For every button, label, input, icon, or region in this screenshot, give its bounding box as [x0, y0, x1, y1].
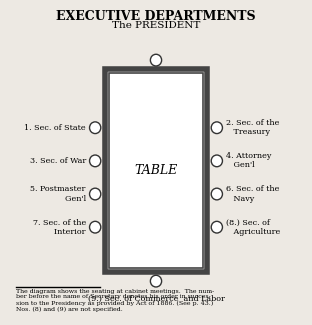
- Text: The diagram shows the seating at cabinet meetings.  The num-
ber before the name: The diagram shows the seating at cabinet…: [16, 289, 214, 312]
- Text: The PRESIDENT: The PRESIDENT: [112, 21, 200, 30]
- Circle shape: [211, 122, 222, 134]
- Text: 7. Sec. of the
    Interior: 7. Sec. of the Interior: [32, 219, 86, 236]
- Circle shape: [90, 155, 101, 167]
- Circle shape: [90, 221, 101, 233]
- Text: 5. Postmaster
    Gen'l: 5. Postmaster Gen'l: [31, 186, 86, 202]
- Text: EXECUTIVE DEPARTMENTS: EXECUTIVE DEPARTMENTS: [56, 10, 256, 23]
- Circle shape: [211, 155, 222, 167]
- Text: TABLE: TABLE: [134, 164, 178, 177]
- Text: 3. Sec. of War: 3. Sec. of War: [30, 157, 86, 165]
- Circle shape: [90, 188, 101, 200]
- Text: (8.) Sec. of
   Agriculture: (8.) Sec. of Agriculture: [226, 219, 280, 236]
- Text: 6. Sec. of the
   Navy: 6. Sec. of the Navy: [226, 186, 280, 202]
- Circle shape: [150, 275, 162, 287]
- Text: 2. Sec. of the
   Treasury: 2. Sec. of the Treasury: [226, 119, 280, 136]
- Circle shape: [211, 221, 222, 233]
- FancyBboxPatch shape: [105, 69, 207, 272]
- Text: 1. Sec. of State: 1. Sec. of State: [24, 124, 86, 132]
- Text: (9.) Sec. of Commerce  and Labor: (9.) Sec. of Commerce and Labor: [88, 295, 224, 303]
- Circle shape: [150, 54, 162, 66]
- FancyBboxPatch shape: [109, 73, 203, 268]
- Text: 4. Attorney
   Gen'l: 4. Attorney Gen'l: [226, 152, 271, 169]
- Circle shape: [211, 188, 222, 200]
- Circle shape: [90, 122, 101, 134]
